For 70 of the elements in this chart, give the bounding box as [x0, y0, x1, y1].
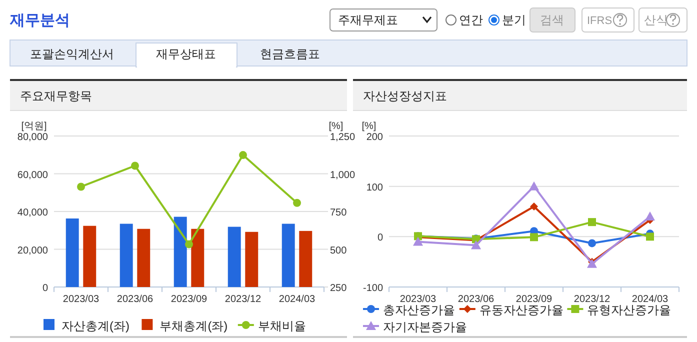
- point: [77, 182, 85, 191]
- legend-label: 자기자본증가율: [383, 320, 467, 334]
- point: [588, 239, 596, 248]
- y2-tick-label: 1,250: [330, 132, 356, 143]
- text: 산식: [644, 13, 668, 27]
- y-tick-label: -100: [362, 283, 384, 294]
- text: 검색: [540, 13, 564, 27]
- y-tick-label: 40,000: [17, 208, 48, 218]
- point: [529, 181, 539, 190]
- point: [413, 236, 423, 246]
- y2-tick-label: 500: [330, 245, 348, 256]
- y-tick-label: 0: [42, 283, 48, 294]
- bar: [282, 224, 295, 287]
- y2-tick-label: 750: [330, 208, 348, 218]
- point: [185, 240, 193, 248]
- text: 분기: [502, 13, 526, 27]
- bar: [245, 232, 258, 287]
- text: 재무상태표: [156, 47, 216, 61]
- point: [239, 151, 247, 160]
- y2-tick-label: 250: [330, 283, 348, 294]
- y-tick-label: 100: [366, 182, 384, 194]
- text: 현금흐름표: [260, 47, 320, 61]
- bar: [174, 216, 187, 287]
- y-tick-label: 0: [377, 232, 384, 244]
- point: [646, 232, 654, 241]
- point: [588, 218, 596, 226]
- bar: [137, 228, 150, 287]
- y-tick-label: 60,000: [17, 170, 48, 181]
- bar: [83, 226, 96, 287]
- y-tick-label: 200: [366, 132, 384, 143]
- legend-label: 총자산증가율: [383, 303, 455, 317]
- point: [530, 233, 538, 242]
- x-tick-label: 2024/03: [632, 294, 669, 305]
- bar: [299, 230, 312, 287]
- y-axis-title: [%]: [362, 121, 376, 132]
- x-tick-label: 2023/12: [224, 294, 262, 305]
- text: IFRS: [587, 15, 612, 27]
- x-tick-label: 2023/06: [458, 294, 495, 305]
- legend-label: 유동자산증가율: [479, 303, 564, 317]
- point: [131, 162, 139, 170]
- x-tick-label: 2023/03: [400, 294, 437, 305]
- legend-label: 부채비율: [258, 319, 306, 333]
- text: 연간: [459, 13, 483, 27]
- x-tick-label: 2023/09: [170, 294, 208, 305]
- legend-label: 자산총계(좌): [62, 319, 130, 333]
- bar: [228, 226, 241, 287]
- x-tick-label: 2024/03: [278, 294, 316, 305]
- x-tick-label: 2023/12: [574, 294, 611, 305]
- chart-title: 자산성장성지표: [363, 89, 447, 103]
- legend-label: 유형자산증가율: [587, 303, 672, 317]
- bar: [191, 228, 204, 287]
- point: [471, 240, 481, 250]
- y-axis-title: [억원]: [21, 121, 47, 132]
- point: [293, 198, 301, 207]
- x-tick-label: 2023/06: [116, 294, 154, 305]
- bar: [66, 218, 79, 287]
- y-tick-label: 20,000: [17, 245, 48, 256]
- y2-tick-label: 1,000: [330, 170, 356, 181]
- text: 재무분석: [9, 12, 70, 29]
- chart-title: 주요재무항목: [20, 89, 92, 103]
- text: 주재무제표: [338, 13, 398, 27]
- legend-label: 부채총계(좌): [160, 319, 228, 333]
- x-tick-label: 2023/03: [62, 294, 100, 305]
- y2-axis-title: [%]: [328, 121, 344, 132]
- bar: [120, 224, 133, 287]
- x-tick-label: 2023/09: [516, 294, 553, 305]
- point: [530, 202, 538, 210]
- point: [645, 212, 655, 221]
- text: 포괄손익계산서: [30, 47, 114, 61]
- y-tick-label: 80,000: [17, 132, 48, 143]
